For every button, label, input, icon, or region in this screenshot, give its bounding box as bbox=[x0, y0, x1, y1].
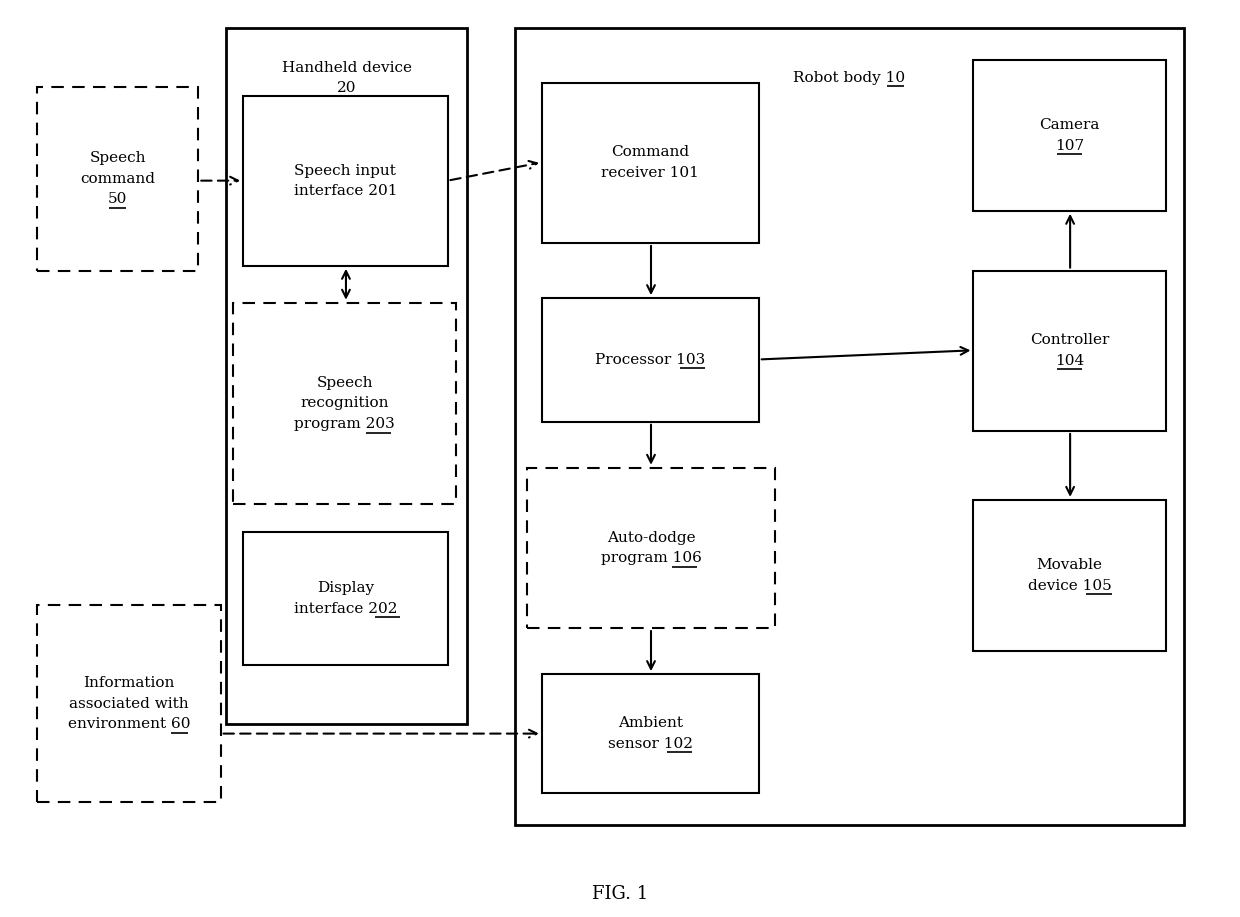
Text: Camera: Camera bbox=[1039, 118, 1100, 132]
Text: FIG. 1: FIG. 1 bbox=[591, 885, 649, 903]
Text: Speech input: Speech input bbox=[294, 164, 397, 178]
Bar bbox=[527, 468, 775, 628]
Text: Command: Command bbox=[611, 146, 689, 160]
Bar bbox=[243, 96, 448, 266]
Bar bbox=[37, 87, 198, 271]
Text: program 106: program 106 bbox=[600, 551, 702, 565]
Text: Handheld device: Handheld device bbox=[281, 61, 412, 75]
Text: interface 201: interface 201 bbox=[294, 184, 397, 198]
Bar bbox=[542, 83, 759, 243]
Bar bbox=[973, 60, 1166, 211]
Bar bbox=[226, 28, 467, 724]
Text: Robot body 10: Robot body 10 bbox=[794, 71, 905, 85]
Text: 50: 50 bbox=[108, 193, 128, 206]
Text: Information: Information bbox=[83, 676, 175, 691]
Bar bbox=[542, 298, 759, 422]
Text: Speech: Speech bbox=[89, 151, 146, 165]
Text: Movable: Movable bbox=[1037, 558, 1102, 572]
Text: 20: 20 bbox=[337, 81, 356, 94]
Text: device 105: device 105 bbox=[1028, 579, 1111, 592]
Text: Processor 103: Processor 103 bbox=[595, 353, 706, 367]
Bar bbox=[542, 674, 759, 793]
Text: recognition: recognition bbox=[300, 396, 389, 411]
Text: sensor 102: sensor 102 bbox=[608, 737, 693, 751]
Text: Display: Display bbox=[316, 581, 374, 595]
Text: Speech: Speech bbox=[316, 376, 373, 390]
Text: program 203: program 203 bbox=[294, 417, 396, 431]
Bar bbox=[37, 605, 221, 802]
Text: associated with: associated with bbox=[69, 697, 188, 711]
Text: interface 202: interface 202 bbox=[294, 602, 397, 615]
Bar bbox=[973, 271, 1166, 431]
Text: receiver 101: receiver 101 bbox=[601, 166, 699, 180]
Text: environment 60: environment 60 bbox=[68, 717, 190, 732]
Bar bbox=[243, 532, 448, 665]
Text: Controller: Controller bbox=[1029, 334, 1110, 348]
Text: 107: 107 bbox=[1055, 138, 1084, 152]
Text: Ambient: Ambient bbox=[618, 716, 683, 730]
Text: command: command bbox=[81, 171, 155, 186]
Bar bbox=[515, 28, 1184, 825]
Text: Auto-dodge: Auto-dodge bbox=[606, 531, 696, 545]
Bar bbox=[233, 303, 456, 504]
Text: 104: 104 bbox=[1055, 354, 1084, 368]
Bar bbox=[973, 500, 1166, 651]
